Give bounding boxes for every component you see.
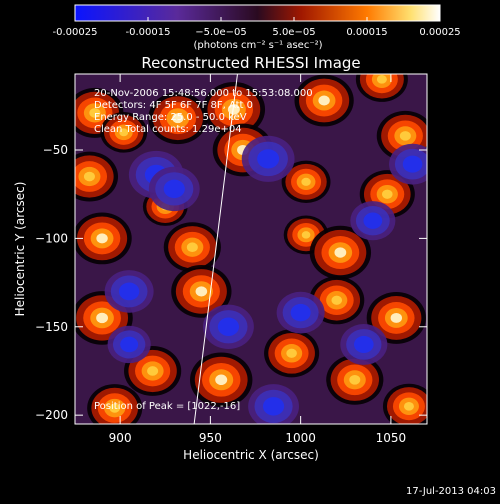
blob-ring xyxy=(331,295,343,305)
blob-ring xyxy=(217,317,240,337)
blob-ring xyxy=(376,74,387,84)
blob-ring xyxy=(363,212,383,229)
blob-ring xyxy=(318,95,330,106)
emission-source xyxy=(382,383,427,424)
emission-source xyxy=(75,212,132,265)
emission-source xyxy=(100,112,148,153)
colorbar-tick-label: −5.0e−05 xyxy=(195,27,247,38)
annotation-line: Detectors: 4F 5F 6F 7F 8F, Att 0 xyxy=(94,100,253,111)
x-tick-label: 1050 xyxy=(376,431,407,445)
colorbar: -0.00025 -0.00015 −5.0e−05 5.0e−05 0.00015 0.… xyxy=(53,4,461,51)
colorbar-tick-label: -0.00015 xyxy=(126,27,171,38)
blob-ring xyxy=(257,149,280,169)
blob-ring xyxy=(96,233,108,244)
colorbar-tick-label: 5.0e−05 xyxy=(272,27,315,38)
blob-ring xyxy=(381,189,393,199)
annotations: 20-Nov-2006 15:48:56.000 to 15:53:08.000… xyxy=(94,88,313,135)
colorbar-strip xyxy=(74,4,441,22)
emission-source xyxy=(202,82,266,137)
negative-region xyxy=(350,201,396,241)
negative-region xyxy=(276,291,325,334)
annotation-line: Clean Total counts: 1.29e+04 xyxy=(94,124,242,135)
blob-ring xyxy=(109,403,121,413)
blob-ring xyxy=(186,242,198,253)
blob-ring xyxy=(286,348,297,358)
blob-ring xyxy=(83,171,95,182)
x-tick-label: 950 xyxy=(199,431,222,445)
blob-ring xyxy=(119,128,129,137)
colorbar-tick-label: -0.00025 xyxy=(53,27,98,38)
colorbar-tick-label: 0.00025 xyxy=(419,27,460,38)
colorbar-ticks: -0.00025 -0.00015 −5.0e−05 5.0e−05 0.00015 0.… xyxy=(53,17,461,38)
emission-source xyxy=(264,329,320,378)
blob-ring xyxy=(262,397,285,416)
negative-region xyxy=(248,384,299,424)
emission-source xyxy=(355,74,408,102)
x-axis-label: Heliocentric X (arcsec) xyxy=(183,448,319,462)
blob-ring xyxy=(399,131,411,141)
blob-ring xyxy=(215,374,228,386)
emission-source xyxy=(75,151,119,202)
annotation-line: 20-Nov-2006 15:48:56.000 to 15:53:08.000 xyxy=(94,88,313,99)
negative-region xyxy=(104,270,154,313)
negative-region xyxy=(389,143,427,185)
negative-region xyxy=(241,135,295,182)
emission-source xyxy=(171,265,232,318)
negative-region xyxy=(148,166,200,212)
solar-limb-line xyxy=(193,74,238,424)
blob-ring xyxy=(290,303,311,322)
emission-source xyxy=(326,354,384,405)
emission-source xyxy=(309,225,372,280)
negative-region xyxy=(202,304,254,349)
emission-source xyxy=(148,92,208,145)
emission-source xyxy=(87,384,143,424)
chart-title: Reconstructed RHESSI Image xyxy=(141,54,360,72)
y-tick-label: −200 xyxy=(35,408,68,422)
emission-source xyxy=(281,160,331,204)
blob-ring xyxy=(301,177,311,186)
y-axis-label: Heliocentric Y (arcsec) xyxy=(13,182,27,317)
blob-ring xyxy=(349,375,361,385)
blob-ring xyxy=(147,366,159,376)
heatmap xyxy=(75,74,427,424)
blob-ring xyxy=(163,179,185,199)
colorbar-units: (photons cm⁻² s⁻¹ asec⁻²) xyxy=(193,40,322,51)
x-tick-label: 1000 xyxy=(285,431,316,445)
emission-source xyxy=(163,222,221,273)
blob-ring xyxy=(301,231,311,239)
y-tick-label: −100 xyxy=(35,231,68,245)
timestamp: 17-Jul-2013 04:03 xyxy=(406,486,496,497)
blob-ring xyxy=(96,312,108,324)
axis-ticks: 900 950 1000 1050 −50 −100 −150 −200 xyxy=(35,74,427,445)
annotation-line: Energy Range: 25.0 - 50.0 keV xyxy=(94,112,247,123)
blob-ring xyxy=(89,108,101,118)
blob-ring xyxy=(120,336,139,353)
peak-label: Position of Peak = [1022,-16] xyxy=(94,401,240,412)
blob-ring xyxy=(403,401,414,411)
blob-ring xyxy=(118,282,140,301)
blob-ring xyxy=(354,335,374,353)
blob-ring xyxy=(172,113,184,124)
negative-region xyxy=(107,325,151,364)
colorbar-tick-label: 0.00015 xyxy=(346,27,387,38)
blob-ring xyxy=(227,104,240,115)
y-tick-label: −150 xyxy=(35,320,68,334)
emission-source xyxy=(190,352,253,408)
emission-source xyxy=(294,74,354,127)
y-tick-label: −50 xyxy=(43,143,68,157)
blob-ring xyxy=(195,286,208,297)
blob-ring xyxy=(334,247,347,258)
emission-source xyxy=(366,292,426,344)
plot-frame xyxy=(74,73,428,425)
negative-region xyxy=(340,324,388,365)
x-tick-label: 900 xyxy=(109,431,132,445)
blob-ring xyxy=(390,312,403,323)
blob-ring xyxy=(402,155,423,173)
